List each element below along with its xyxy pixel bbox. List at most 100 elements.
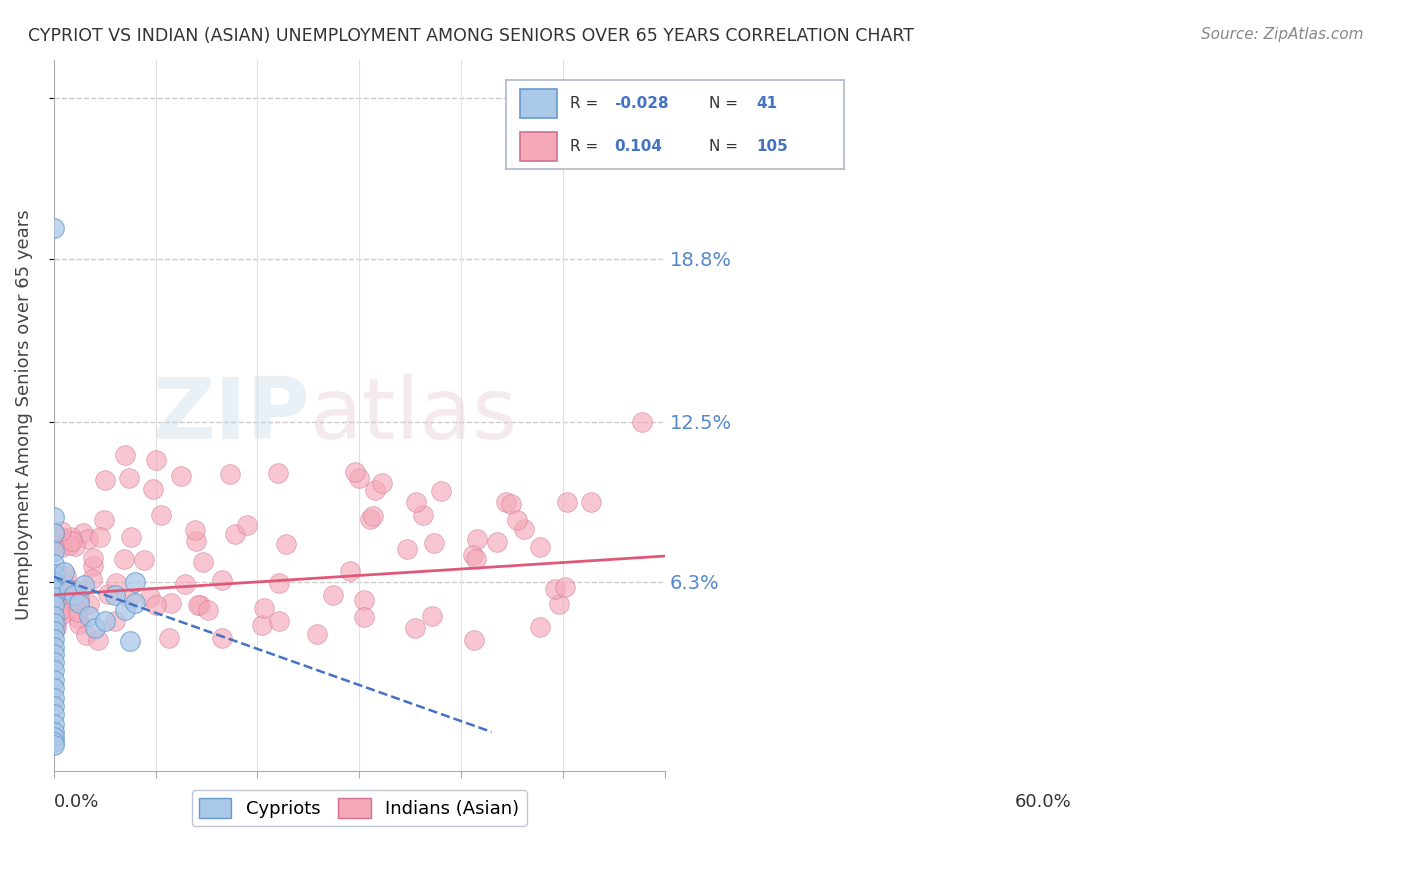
Point	[505, 513, 527, 527]
Point	[405, 495, 427, 509]
Point	[55, 594, 77, 608]
Point	[75, 628, 97, 642]
Point	[42, 624, 65, 638]
Point	[97, 587, 120, 601]
Point	[42, 510, 65, 524]
Point	[79, 608, 101, 623]
Point	[42, 735, 65, 749]
Point	[42, 648, 65, 662]
Point	[191, 555, 214, 569]
Point	[42, 673, 65, 688]
Point	[42, 691, 65, 706]
Point	[211, 573, 233, 587]
Point	[250, 618, 273, 632]
Text: CYPRIOT VS INDIAN (ASIAN) UNEMPLOYMENT AMONG SENIORS OVER 65 YEARS CORRELATION C: CYPRIOT VS INDIAN (ASIAN) UNEMPLOYMENT A…	[28, 27, 914, 45]
Point	[160, 596, 183, 610]
Point	[49, 604, 72, 618]
Point	[42, 663, 65, 677]
Text: N =: N =	[709, 96, 742, 111]
Point	[42, 220, 65, 235]
Point	[42, 640, 65, 654]
Point	[42, 525, 65, 540]
Point	[544, 582, 567, 596]
Point	[486, 534, 509, 549]
Point	[51, 573, 73, 587]
Point	[339, 565, 361, 579]
Point	[186, 533, 208, 548]
Point	[188, 598, 211, 612]
Point	[499, 497, 522, 511]
Point	[76, 533, 98, 547]
Point	[157, 631, 180, 645]
Point	[51, 530, 73, 544]
Point	[142, 482, 165, 496]
Bar	[520, 132, 557, 161]
Point	[269, 614, 291, 628]
Point	[305, 627, 328, 641]
Point	[45, 621, 67, 635]
Point	[184, 523, 207, 537]
Point	[579, 495, 602, 509]
Point	[322, 588, 344, 602]
Point	[67, 596, 90, 610]
Point	[467, 532, 489, 546]
Point	[94, 473, 117, 487]
Point	[495, 494, 517, 508]
Point	[67, 611, 90, 625]
Point	[463, 548, 485, 562]
Point	[353, 609, 375, 624]
Point	[555, 495, 578, 509]
Point	[77, 597, 100, 611]
Point	[219, 467, 242, 481]
Point	[66, 605, 89, 619]
Point	[93, 513, 115, 527]
Point	[139, 591, 162, 605]
Text: N =: N =	[709, 139, 742, 153]
Text: R =: R =	[571, 96, 603, 111]
Point	[267, 467, 290, 481]
Point	[82, 551, 104, 566]
Point	[170, 468, 193, 483]
Point	[42, 591, 65, 605]
Point	[89, 530, 111, 544]
Point	[42, 730, 65, 744]
Point	[631, 415, 654, 429]
Bar	[520, 89, 557, 118]
Point	[420, 609, 443, 624]
Point	[132, 553, 155, 567]
Point	[150, 508, 173, 522]
Point	[63, 588, 86, 602]
Point	[529, 620, 551, 634]
Point	[42, 574, 65, 589]
Point	[343, 465, 366, 479]
Text: 0.104: 0.104	[614, 139, 662, 153]
Point	[224, 527, 246, 541]
Point	[211, 632, 233, 646]
Text: 41: 41	[756, 96, 778, 111]
Point	[120, 634, 142, 648]
Point	[51, 540, 73, 554]
Text: -0.028: -0.028	[614, 96, 669, 111]
Point	[42, 544, 65, 558]
Text: R =: R =	[571, 139, 603, 153]
Point	[42, 598, 65, 612]
Y-axis label: Unemployment Among Seniors over 65 years: Unemployment Among Seniors over 65 years	[15, 210, 32, 621]
Point	[364, 483, 387, 498]
Point	[42, 717, 65, 731]
Point	[253, 600, 276, 615]
Point	[174, 576, 197, 591]
Point	[359, 512, 381, 526]
Text: atlas: atlas	[311, 374, 519, 457]
Text: Source: ZipAtlas.com: Source: ZipAtlas.com	[1201, 27, 1364, 42]
Point	[269, 576, 291, 591]
Point	[361, 509, 384, 524]
Point	[45, 593, 67, 607]
Point	[55, 582, 77, 596]
Point	[465, 552, 488, 566]
Point	[404, 621, 426, 635]
Point	[197, 603, 219, 617]
Point	[236, 517, 259, 532]
Point	[353, 593, 375, 607]
Point	[274, 537, 297, 551]
Text: ZIP: ZIP	[153, 374, 311, 457]
